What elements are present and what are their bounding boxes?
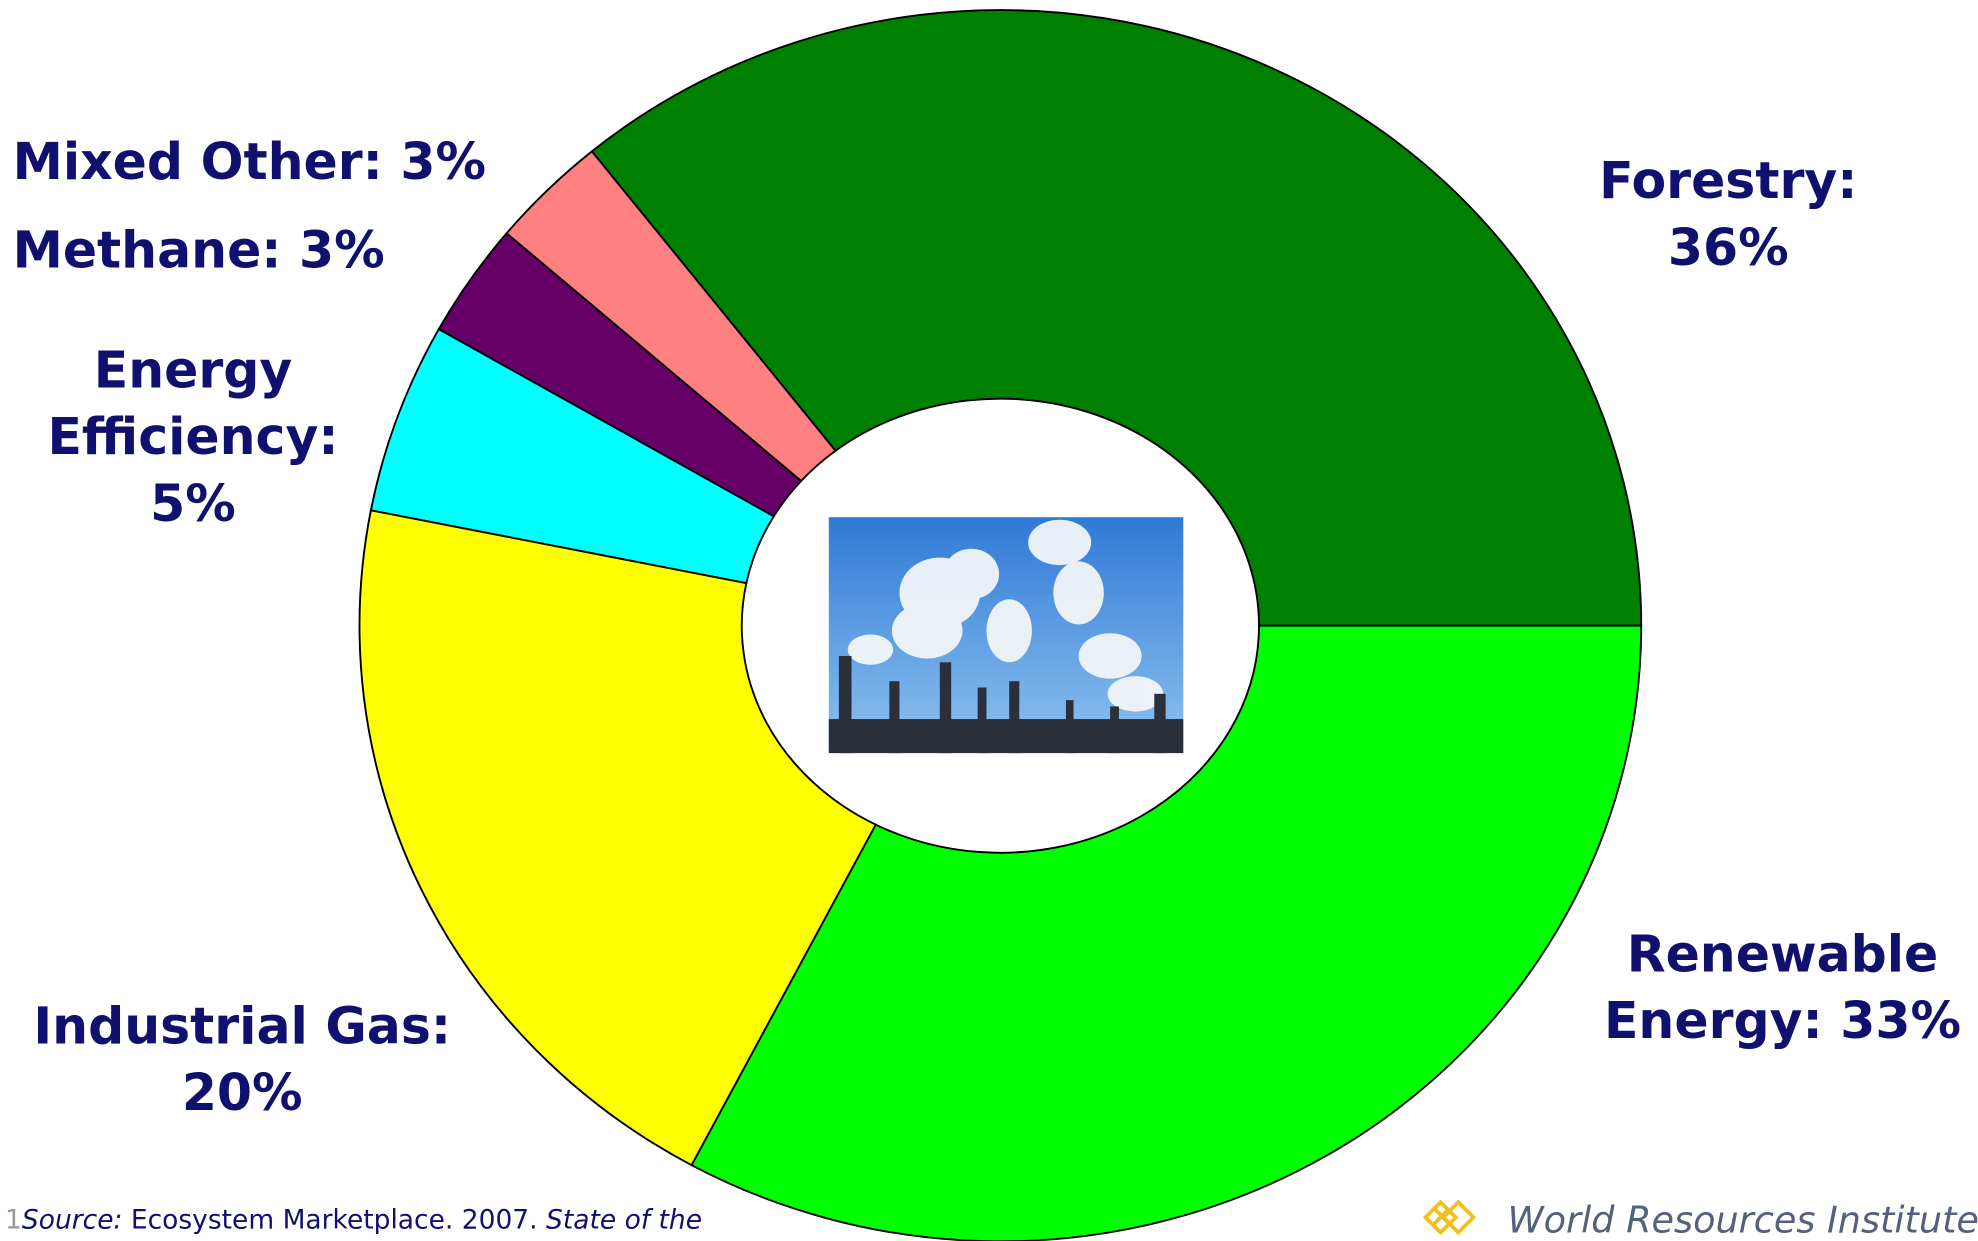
category-label: Energy Efficiency: — [47, 341, 339, 467]
organization-name: World Resources Institute — [1507, 1198, 1978, 1241]
category-label: Mixed Other: — [12, 133, 383, 192]
slice-label: Renewable Energy: 33% — [1600, 922, 1966, 1056]
category-label: Methane: — [12, 222, 282, 281]
donut-slice — [590, 9, 1643, 627]
slices — [358, 9, 1643, 1241]
donut-slice — [358, 509, 878, 1167]
donut-slice — [690, 624, 1643, 1241]
category-label: Forestry: — [1599, 152, 1858, 211]
slice-label: Mixed Other: 3% — [13, 130, 581, 197]
value-label: 3% — [299, 222, 385, 281]
page-number: 1 — [5, 1204, 22, 1236]
slice-label: Methane: 3% — [13, 218, 518, 285]
source-text: Ecosystem Marketplace. 2007. — [130, 1204, 538, 1236]
category-label: Renewable Energy: — [1603, 925, 1939, 1051]
slice-label: Energy Efficiency: 5% — [29, 338, 357, 539]
value-label: 5% — [150, 475, 236, 534]
category-label: Industrial Gas: — [33, 997, 452, 1056]
slice-label: Industrial Gas: 20% — [3, 994, 482, 1128]
logo — [1422, 1199, 1477, 1236]
value-label: 33% — [1840, 992, 1962, 1051]
source-title: State of the — [546, 1204, 703, 1236]
slice-label: Forestry: 36% — [1577, 149, 1880, 283]
center-photo — [828, 517, 1184, 754]
source-label: Source: — [21, 1204, 123, 1236]
value-label: 20% — [181, 1064, 303, 1123]
value-label: 36% — [1667, 219, 1789, 278]
value-label: 3% — [400, 133, 487, 192]
footer: 1Source: Ecosystem Marketplace. 2007. St… — [5, 1205, 702, 1235]
